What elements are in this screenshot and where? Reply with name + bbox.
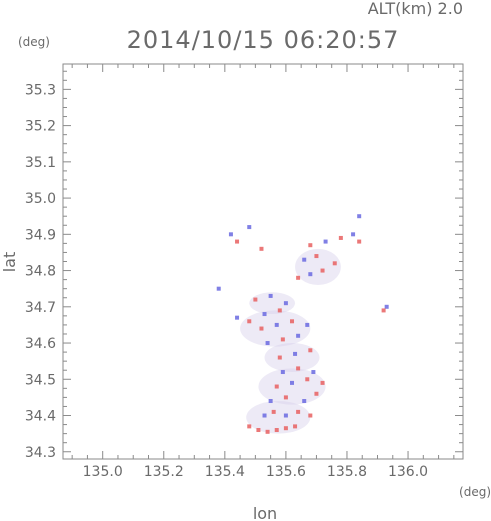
data-point [357, 214, 362, 219]
echo-region [240, 248, 341, 434]
data-point [277, 355, 282, 360]
data-point [290, 380, 295, 385]
echo-blob [264, 343, 320, 373]
echo-blob [295, 248, 341, 286]
x-tick-label: 135.0 [83, 464, 123, 480]
data-point [265, 341, 270, 346]
data-points [216, 214, 389, 434]
chart-title: 2014/10/15 06:20:57 [127, 26, 400, 54]
x-tick-label: 135.2 [144, 464, 184, 480]
data-point [338, 235, 343, 240]
x-tick-label: 135.4 [205, 464, 245, 480]
data-point [296, 409, 301, 414]
data-point [274, 428, 279, 433]
axes: 135.0 135.2 135.4 135.6 135.8 136.0 34.3 34.4 34… [25, 64, 463, 480]
y-tick-label: 34.9 [25, 227, 56, 243]
y-tick-label: 34.4 [25, 409, 56, 425]
data-point [296, 333, 301, 338]
x-tick-label: 135.8 [327, 464, 367, 480]
y-tick-label: 35.3 [25, 82, 56, 98]
echo-blob [249, 292, 296, 315]
data-point [314, 254, 319, 259]
data-point [296, 275, 301, 280]
y-tick-label: 34.7 [25, 300, 56, 316]
data-point [293, 351, 298, 356]
data-point [262, 312, 267, 317]
data-point [247, 319, 252, 324]
data-point [268, 399, 273, 404]
data-point [351, 232, 356, 237]
data-point [305, 377, 310, 382]
data-point [320, 268, 325, 273]
echo-blob [258, 368, 326, 405]
data-point [314, 391, 319, 396]
data-point [262, 413, 267, 418]
data-point [259, 246, 264, 251]
data-point [283, 426, 288, 431]
data-point [228, 232, 233, 237]
data-point [357, 239, 362, 244]
data-point [308, 413, 313, 418]
data-point [247, 424, 252, 429]
data-point [271, 409, 276, 414]
data-point [308, 243, 313, 248]
data-point [235, 239, 240, 244]
data-point [280, 370, 285, 375]
data-point [274, 322, 279, 327]
data-point [332, 261, 337, 266]
data-point [296, 366, 301, 371]
data-point [308, 348, 313, 353]
y-axis-label: lat [0, 252, 19, 273]
y-tick-label: 35.0 [25, 191, 56, 207]
x-axis-label: lon [253, 504, 277, 521]
data-point [290, 319, 295, 324]
data-point [302, 399, 307, 404]
y-tick-label: 34.5 [25, 372, 56, 388]
data-point [293, 424, 298, 429]
data-point [280, 337, 285, 342]
data-point [283, 413, 288, 418]
y-tick-label: 34.8 [25, 264, 56, 280]
data-point [235, 315, 240, 320]
x-tick-label: 135.6 [266, 464, 306, 480]
data-point [277, 308, 282, 313]
data-point [283, 301, 288, 306]
x-tick-label: 136.0 [388, 464, 428, 480]
data-point [247, 225, 252, 230]
plot-frame [62, 63, 464, 460]
data-point [384, 304, 389, 309]
y-unit-label: (deg) [18, 35, 50, 49]
data-point [256, 428, 261, 433]
data-point [320, 380, 325, 385]
y-tick-label: 35.2 [25, 119, 56, 135]
data-point [302, 257, 307, 262]
data-point [308, 272, 313, 277]
y-tick-label: 34.3 [25, 445, 56, 461]
chart-subtitle: ALT(km) 2.0 [368, 0, 463, 18]
data-point [305, 322, 310, 327]
data-point [311, 370, 316, 375]
data-point [274, 384, 279, 389]
data-point [381, 308, 386, 313]
data-point [265, 429, 270, 434]
data-point [216, 286, 221, 291]
data-point [323, 239, 328, 244]
data-point [268, 293, 273, 298]
y-tick-label: 34.6 [25, 336, 56, 352]
y-tick-label: 35.1 [25, 155, 56, 171]
x-unit-label: (deg) [459, 485, 491, 499]
data-point [253, 297, 258, 302]
data-point [283, 395, 288, 400]
echo-blob [240, 310, 311, 347]
data-point [259, 326, 264, 331]
